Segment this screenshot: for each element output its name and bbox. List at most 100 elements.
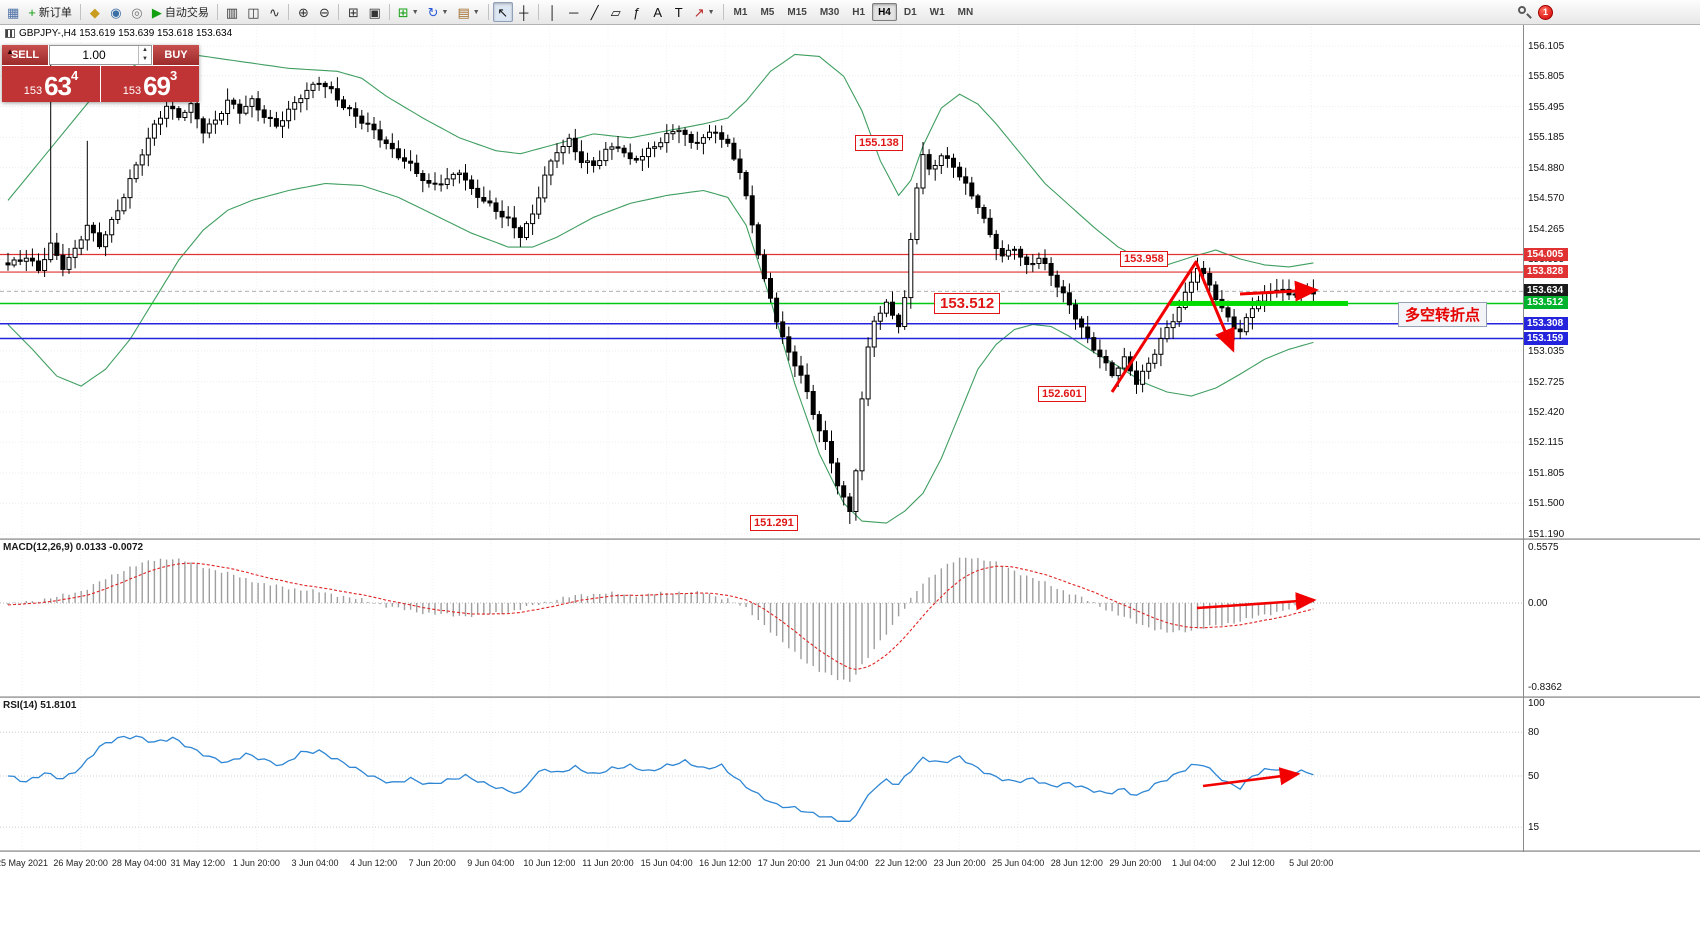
toolbar-button-new-order[interactable]: + 新订单 xyxy=(24,2,76,22)
price-marker-153.828[interactable]: 153.828 xyxy=(1524,265,1568,279)
chevron-down-icon: ▼ xyxy=(411,8,419,16)
timeframe-button-h4[interactable]: H4 xyxy=(872,3,897,21)
toolbar-right-group: 1 xyxy=(1516,4,1553,20)
toolbar-separator xyxy=(288,4,290,20)
timeframe-button-m5[interactable]: M5 xyxy=(760,6,775,18)
price-annotation-152.601[interactable]: 152.601 xyxy=(1038,386,1086,402)
toolbar-button-fibonacci[interactable]: ƒ xyxy=(627,2,647,22)
toolbar-button-bar-chart[interactable]: ▥ xyxy=(222,2,242,22)
buy-button[interactable]: BUY xyxy=(153,45,199,65)
timeframe-button-w1[interactable]: W1 xyxy=(929,6,945,18)
market-watch-icon: ◉ xyxy=(110,4,122,20)
line-chart-icon: ∿ xyxy=(269,4,280,20)
macd-splitter[interactable] xyxy=(0,538,1700,540)
timeframe-button-m1[interactable]: M1 xyxy=(733,6,748,18)
sell-price-big: 63 xyxy=(44,71,72,101)
toolbar-button-profiles[interactable]: ◆ xyxy=(85,2,105,22)
chevron-down-icon: ▼ xyxy=(441,8,449,16)
toolbar-button-navigator[interactable]: ◎ xyxy=(127,2,147,22)
toolbar-separator xyxy=(216,4,218,20)
candlestick-chart[interactable] xyxy=(0,25,1523,538)
toolbar-button-arrange-windows[interactable]: ▣ xyxy=(364,2,384,22)
toolbar-button-market-watch[interactable]: ◉ xyxy=(106,2,126,22)
price-marker-154.005[interactable]: 154.005 xyxy=(1524,247,1568,261)
toolbar-button-crosshair[interactable]: ┼ xyxy=(514,2,534,22)
timeframe-button-mn[interactable]: MN xyxy=(957,6,974,18)
rsi-indicator-panel[interactable] xyxy=(0,698,1523,850)
toolbar-button-period-cycle[interactable]: ↻ ▼ xyxy=(424,2,453,22)
chart-ohlc-text: GBPJPY-,H4 153.619 153.639 153.618 153.6… xyxy=(19,28,233,39)
period-cycle-icon: ↻ xyxy=(427,4,439,20)
toolbar-button-autotrading[interactable]: ▶ 自动交易 xyxy=(148,2,213,22)
toolbar-button-equidistant-channel[interactable]: ▱ xyxy=(606,2,626,22)
chart-title: GBPJPY-,H4 153.619 153.639 153.618 153.6… xyxy=(5,28,232,39)
macd-indicator-panel[interactable] xyxy=(0,540,1523,696)
equidistant-channel-icon: ▱ xyxy=(610,4,621,20)
toolbar-button-trend-line[interactable]: ╱ xyxy=(585,2,605,22)
timeframe-button-m30[interactable]: M30 xyxy=(819,6,840,18)
toolbar-buttons: ▦ + 新订单 ◆ ◉ ◎ ▶ 自动交易 ▥ ◫ ∿ ⊕ ⊖ ⊞ ▣ ⊞ ▼ ↻ ▼ ▤ ▼ ↖ ┼ │ ─ ╱ ▱ ƒ A T ↗ ▼ M1 M… xyxy=(3,2,979,22)
sell-price-sup: 4 xyxy=(71,68,79,83)
toolbar-separator xyxy=(537,4,539,20)
arrange-windows-icon: ▣ xyxy=(368,4,381,20)
timeframe-button-h1[interactable]: H1 xyxy=(852,6,866,18)
price-annotation-155.138[interactable]: 155.138 xyxy=(855,135,903,151)
navigator-icon: ◎ xyxy=(131,4,143,20)
new-chart-icon: ⊞ xyxy=(397,4,409,20)
volume-input[interactable]: 1.00 ▲ ▼ xyxy=(49,45,152,65)
price-annotation-153.958[interactable]: 153.958 xyxy=(1120,251,1168,267)
one-click-trading-panel[interactable]: SELL 1.00 ▲ ▼ BUY 153 63 4 153 69 3 xyxy=(2,45,199,102)
toolbar-button-text-tool[interactable]: A xyxy=(648,2,668,22)
chart-window[interactable] xyxy=(0,25,1700,944)
price-marker-153.512[interactable]: 153.512 xyxy=(1524,296,1568,310)
turning-point-note[interactable]: 多空转折点 xyxy=(1398,302,1488,327)
rsi-label: RSI(14) 51.8101 xyxy=(3,700,77,711)
time-axis[interactable] xyxy=(0,852,1700,880)
timeframe-button-d1[interactable]: D1 xyxy=(903,6,917,18)
volume-value[interactable]: 1.00 xyxy=(82,48,106,62)
toolbar-button-text-label[interactable]: T xyxy=(669,2,689,22)
price-marker-153.159[interactable]: 153.159 xyxy=(1524,331,1568,345)
candlestick-chart-icon: ◫ xyxy=(247,4,260,20)
autotrading-icon: ▶ xyxy=(151,4,162,20)
chevron-down-icon: ▼ xyxy=(472,8,480,16)
rsi-splitter[interactable] xyxy=(0,696,1700,698)
trade-panel-collapse-icon[interactable]: ▲ xyxy=(6,47,14,56)
toolbar-button-vertical-line[interactable]: │ xyxy=(543,2,563,22)
timeframe-button-m15[interactable]: M15 xyxy=(787,6,807,18)
sell-price-box[interactable]: 153 63 4 xyxy=(2,66,100,102)
zoom-in-icon: ⊕ xyxy=(298,4,309,20)
new-order-icon: + xyxy=(28,4,36,20)
toolbar-separator xyxy=(79,4,81,20)
sell-price-small: 153 xyxy=(23,85,43,97)
toolbar-button-new-chart[interactable]: ⊞ ▼ xyxy=(394,2,423,22)
time-axis-splitter[interactable] xyxy=(0,850,1700,852)
toolbar-button-candlestick-chart[interactable]: ◫ xyxy=(243,2,263,22)
toolbar-button-chart-template[interactable]: ▤ ▼ xyxy=(453,2,483,22)
toolbar-button-zoom-out[interactable]: ⊖ xyxy=(314,2,334,22)
main-toolbar: ▦ + 新订单 ◆ ◉ ◎ ▶ 自动交易 ▥ ◫ ∿ ⊕ ⊖ ⊞ ▣ ⊞ ▼ ↻ ▼ ▤ ▼ ↖ ┼ │ ─ ╱ ▱ ƒ A T ↗ ▼ M1 M… xyxy=(0,0,1700,25)
toolbar-button-arrows-tool[interactable]: ↗ ▼ xyxy=(690,2,719,22)
toolbar-button-cursor[interactable]: ↖ xyxy=(492,2,513,22)
price-annotation-151.291[interactable]: 151.291 xyxy=(750,515,798,531)
search-icon[interactable] xyxy=(1516,4,1532,20)
turning-point-text: 多空转折点 xyxy=(1405,307,1481,324)
price-marker-153.634[interactable]: 153.634 xyxy=(1524,284,1568,298)
toolbar-button-line-chart[interactable]: ∿ xyxy=(264,2,284,22)
toolbar-button-horizontal-line[interactable]: ─ xyxy=(564,2,584,22)
sell-button[interactable]: SELL xyxy=(2,45,48,65)
volume-stepper[interactable]: ▲ ▼ xyxy=(138,46,151,64)
toolbar-button-chart-window[interactable]: ▦ xyxy=(3,2,23,22)
buy-price-box[interactable]: 153 69 3 xyxy=(101,66,199,102)
price-marker-153.308[interactable]: 153.308 xyxy=(1524,316,1568,330)
horizontal-line-icon: ─ xyxy=(569,4,579,20)
price-annotation-153.512[interactable]: 153.512 xyxy=(934,293,1001,314)
toolbar-button-zoom-in[interactable]: ⊕ xyxy=(293,2,313,22)
new-order-label: 新订单 xyxy=(38,7,72,19)
chart-template-icon: ▤ xyxy=(457,4,470,20)
toolbar-button-tile-windows[interactable]: ⊞ xyxy=(343,2,363,22)
text-label-icon: T xyxy=(674,4,683,20)
toolbar-separator xyxy=(338,4,340,20)
chart-window-icon: ▦ xyxy=(7,4,20,20)
notification-badge[interactable]: 1 xyxy=(1538,4,1553,20)
